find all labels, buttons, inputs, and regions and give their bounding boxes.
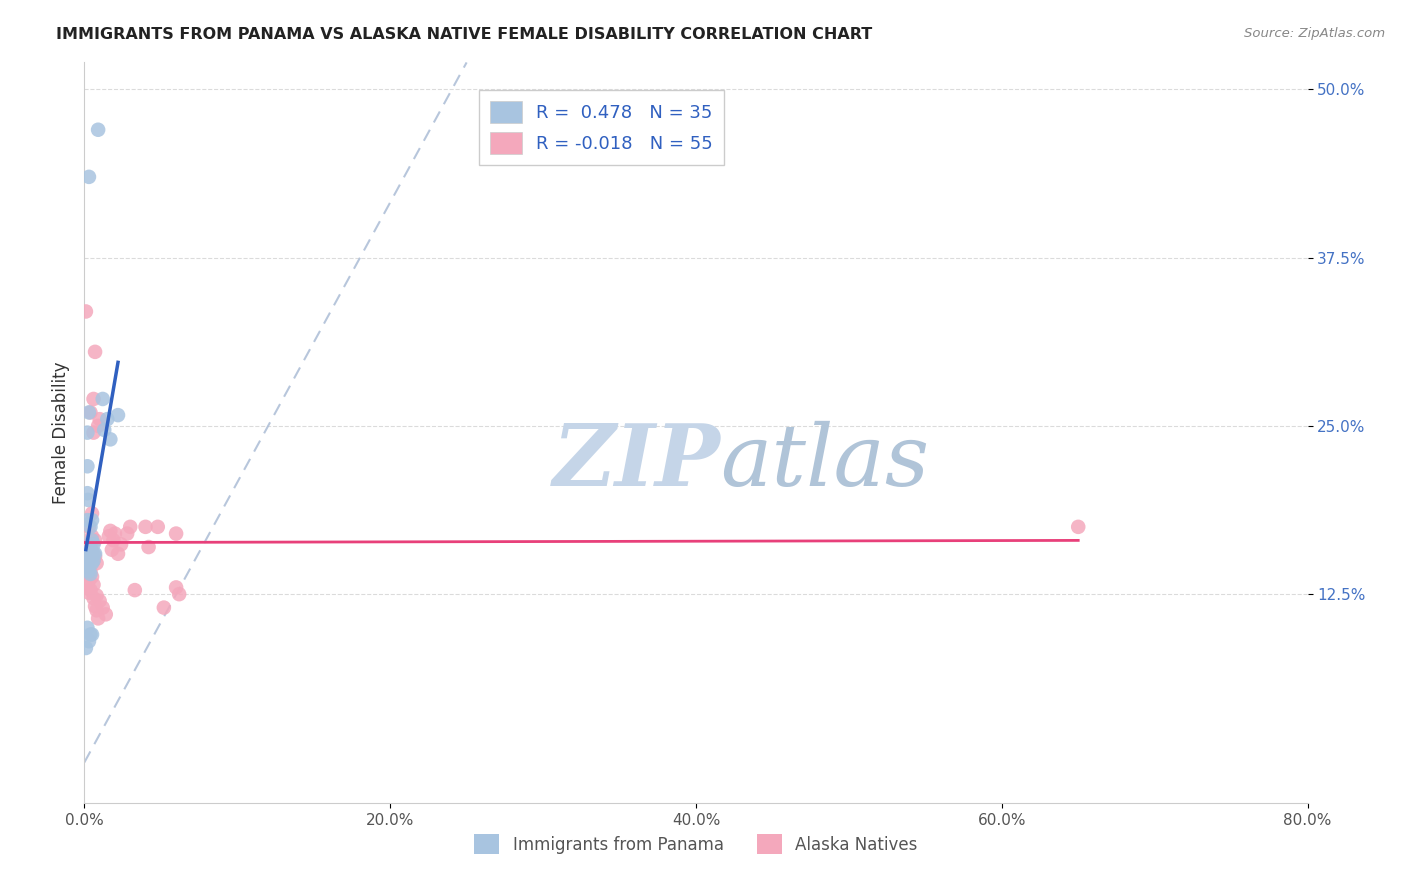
- Text: atlas: atlas: [720, 421, 929, 504]
- Point: [76, 621, 98, 635]
- Point: [83, 537, 105, 551]
- Point: [83, 392, 105, 406]
- Point: [75, 566, 97, 581]
- Point: [101, 542, 124, 557]
- Point: [75, 304, 97, 318]
- Point: [103, 533, 125, 548]
- Point: [97, 529, 120, 543]
- Point: [77, 547, 100, 561]
- Point: [167, 587, 190, 601]
- Point: [79, 627, 101, 641]
- Point: [77, 586, 100, 600]
- Point: [76, 459, 98, 474]
- Point: [87, 122, 110, 136]
- Point: [86, 589, 108, 603]
- Point: [110, 537, 132, 551]
- Point: [76, 581, 98, 595]
- Point: [124, 583, 146, 598]
- Point: [93, 423, 115, 437]
- Point: [76, 548, 98, 562]
- Point: [98, 433, 121, 447]
- Point: [77, 564, 100, 578]
- Point: [80, 507, 103, 521]
- Point: [107, 408, 129, 422]
- Point: [79, 542, 101, 557]
- Point: [83, 547, 105, 561]
- Point: [79, 550, 101, 565]
- Point: [91, 392, 114, 406]
- Point: [89, 412, 111, 426]
- Point: [80, 627, 103, 641]
- Legend: Immigrants from Panama, Alaska Natives: Immigrants from Panama, Alaska Natives: [468, 828, 924, 861]
- Point: [98, 524, 121, 538]
- Point: [77, 540, 100, 554]
- Y-axis label: Female Disability: Female Disability: [52, 361, 70, 504]
- Point: [76, 486, 98, 500]
- Text: ZIP: ZIP: [553, 420, 720, 504]
- Point: [104, 526, 127, 541]
- Point: [84, 533, 107, 548]
- Point: [77, 634, 100, 648]
- Point: [83, 553, 105, 567]
- Point: [76, 560, 98, 574]
- Point: [107, 547, 129, 561]
- Point: [96, 412, 118, 426]
- Point: [80, 544, 103, 558]
- Point: [87, 418, 110, 433]
- Point: [80, 533, 103, 548]
- Point: [138, 540, 160, 554]
- Point: [86, 556, 108, 570]
- Point: [84, 549, 107, 564]
- Point: [83, 578, 105, 592]
- Point: [76, 425, 98, 440]
- Point: [91, 600, 114, 615]
- Point: [75, 560, 97, 574]
- Point: [76, 556, 98, 570]
- Point: [83, 591, 105, 606]
- Point: [1067, 520, 1090, 534]
- Point: [77, 169, 100, 184]
- Point: [76, 513, 98, 527]
- Point: [165, 581, 187, 595]
- Point: [77, 550, 100, 565]
- Point: [77, 492, 100, 507]
- Point: [94, 607, 117, 622]
- Point: [89, 594, 111, 608]
- Point: [79, 550, 101, 565]
- Point: [87, 611, 110, 625]
- Point: [79, 564, 101, 578]
- Point: [115, 526, 138, 541]
- Text: IMMIGRANTS FROM PANAMA VS ALASKA NATIVE FEMALE DISABILITY CORRELATION CHART: IMMIGRANTS FROM PANAMA VS ALASKA NATIVE …: [56, 27, 873, 42]
- Point: [84, 599, 107, 614]
- Point: [77, 574, 100, 588]
- Point: [79, 520, 101, 534]
- Point: [80, 529, 103, 543]
- Point: [83, 425, 105, 440]
- Point: [75, 640, 97, 655]
- Point: [80, 513, 103, 527]
- Text: Source: ZipAtlas.com: Source: ZipAtlas.com: [1244, 27, 1385, 40]
- Point: [79, 566, 101, 581]
- Point: [84, 344, 107, 359]
- Point: [135, 520, 157, 534]
- Point: [79, 536, 101, 550]
- Point: [86, 603, 108, 617]
- Point: [79, 583, 101, 598]
- Point: [77, 405, 100, 419]
- Point: [120, 520, 142, 534]
- Point: [77, 520, 100, 534]
- Point: [80, 556, 103, 570]
- Point: [80, 547, 103, 561]
- Point: [165, 526, 187, 541]
- Point: [146, 520, 169, 534]
- Point: [153, 600, 176, 615]
- Point: [80, 569, 103, 583]
- Point: [79, 405, 101, 419]
- Point: [77, 558, 100, 572]
- Point: [84, 547, 107, 561]
- Point: [83, 553, 105, 567]
